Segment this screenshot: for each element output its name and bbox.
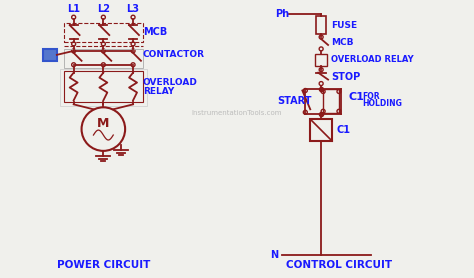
Text: FUSE: FUSE (331, 21, 357, 30)
Text: C1: C1 (337, 125, 351, 135)
Text: InstrumentationTools.com: InstrumentationTools.com (192, 110, 282, 116)
Text: OVERLOAD RELAY: OVERLOAD RELAY (331, 55, 414, 64)
Bar (323, 90, 339, 113)
Text: L1: L1 (67, 4, 80, 14)
Text: RELAY: RELAY (143, 87, 174, 96)
Text: CONTROL CIRCUIT: CONTROL CIRCUIT (286, 260, 392, 270)
Bar (43, 49, 57, 61)
Text: MCB: MCB (331, 38, 354, 48)
Text: MCB: MCB (143, 27, 167, 37)
Text: C1: C1 (349, 92, 365, 102)
Text: Ph: Ph (275, 9, 290, 19)
Text: POWER CIRCUIT: POWER CIRCUIT (57, 260, 150, 270)
Bar (315, 54, 327, 66)
Text: M: M (97, 117, 109, 130)
Bar (64, 49, 143, 68)
Text: START: START (278, 96, 312, 106)
Bar (60, 69, 147, 106)
Bar (316, 16, 326, 34)
Text: N: N (270, 250, 278, 260)
Bar (64, 71, 143, 102)
Text: FOR: FOR (363, 92, 380, 101)
Bar (310, 119, 332, 141)
Bar (64, 23, 143, 42)
Text: OVERLOAD: OVERLOAD (143, 78, 198, 87)
Text: L2: L2 (97, 4, 110, 14)
Text: CONTACTOR: CONTACTOR (143, 50, 205, 59)
Text: HOLDING: HOLDING (363, 99, 402, 108)
Text: L3: L3 (127, 4, 139, 14)
Text: STOP: STOP (331, 72, 360, 82)
